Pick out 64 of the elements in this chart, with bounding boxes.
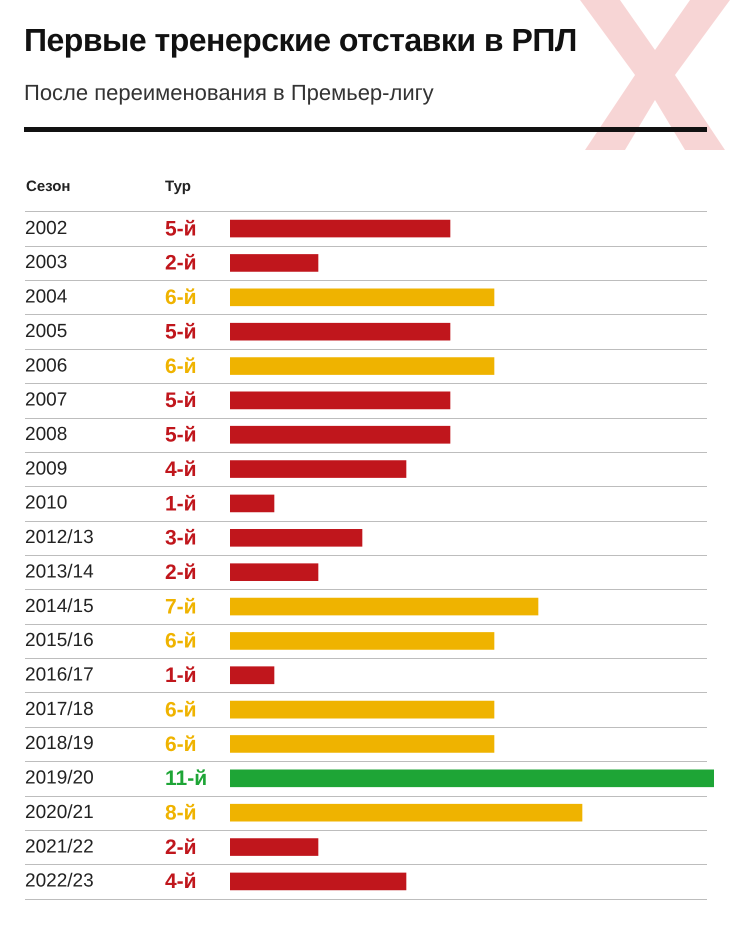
data-label: 5-й — [165, 389, 197, 412]
y-tick-label: 2015/16 — [25, 630, 94, 652]
y-tick-label: 2006 — [25, 355, 68, 376]
data-label: 8-й — [165, 801, 197, 824]
bar — [230, 563, 318, 582]
bar — [230, 392, 450, 410]
bar — [230, 288, 494, 306]
data-label: 2-й — [165, 252, 197, 275]
y-tick-label: 2017/18 — [25, 698, 94, 720]
chart-title: Первые тренерские отставки в РПЛ — [24, 22, 577, 59]
y-tick-label: 2003 — [25, 252, 68, 274]
y-tick-label: 2005 — [25, 320, 68, 342]
y-tick-label: 2012/13 — [25, 527, 94, 548]
data-label: 5-й — [165, 320, 197, 344]
bar — [230, 220, 450, 238]
bar — [230, 322, 450, 340]
y-tick-label: 2002 — [25, 218, 68, 239]
text: Тур — [165, 178, 191, 195]
data-label: 7-й — [165, 595, 197, 618]
data-label: 6-й — [165, 630, 197, 653]
bar — [230, 735, 494, 753]
data-label: 4-й — [165, 458, 197, 481]
y-tick-label: 2010 — [25, 492, 68, 514]
bar — [230, 666, 274, 684]
y-tick-label: 2016/17 — [25, 664, 94, 686]
data-label: 4-й — [165, 870, 197, 894]
data-label: 6-й — [165, 732, 197, 756]
bar — [230, 426, 450, 444]
y-tick-label: 2018/19 — [25, 733, 94, 754]
y-tick-label: 2009 — [25, 458, 68, 480]
bar — [230, 804, 582, 822]
y-tick-label: 2013/14 — [25, 561, 94, 582]
bar — [230, 460, 406, 478]
bar — [230, 598, 538, 616]
bar — [230, 838, 318, 856]
bar — [230, 254, 318, 272]
data-label: 2-й — [165, 836, 197, 859]
y-tick-label: 2007 — [25, 390, 68, 411]
bar — [230, 494, 274, 512]
data-label: 5-й — [165, 217, 197, 240]
bar — [230, 770, 714, 788]
y-tick-label: 2004 — [25, 286, 68, 308]
data-label: 6-й — [165, 698, 197, 722]
data-label: 6-й — [165, 354, 197, 378]
y-tick-label: 2022/23 — [25, 870, 94, 892]
bar — [230, 700, 494, 718]
y-tick-label: 2008 — [25, 424, 68, 445]
text: Сезон — [26, 178, 70, 195]
data-label: 1-й — [165, 492, 197, 516]
bar — [230, 357, 494, 375]
y-tick-label: 2020/21 — [25, 802, 94, 823]
y-tick-label: 2014/15 — [25, 596, 94, 617]
data-label: 11-й — [165, 767, 208, 790]
bar — [230, 528, 362, 547]
bar — [230, 872, 406, 890]
data-label: 1-й — [165, 664, 197, 688]
data-label: 2-й — [165, 560, 197, 584]
data-label: 6-й — [165, 286, 197, 310]
data-label: 3-й — [165, 526, 197, 550]
y-tick-label: 2021/22 — [25, 836, 94, 858]
y-tick-label: 2019/20 — [25, 768, 94, 789]
chart-subtitle: После переименования в Премьер-лигу — [24, 80, 434, 106]
data-label: 5-й — [165, 424, 197, 447]
bar — [230, 632, 494, 650]
